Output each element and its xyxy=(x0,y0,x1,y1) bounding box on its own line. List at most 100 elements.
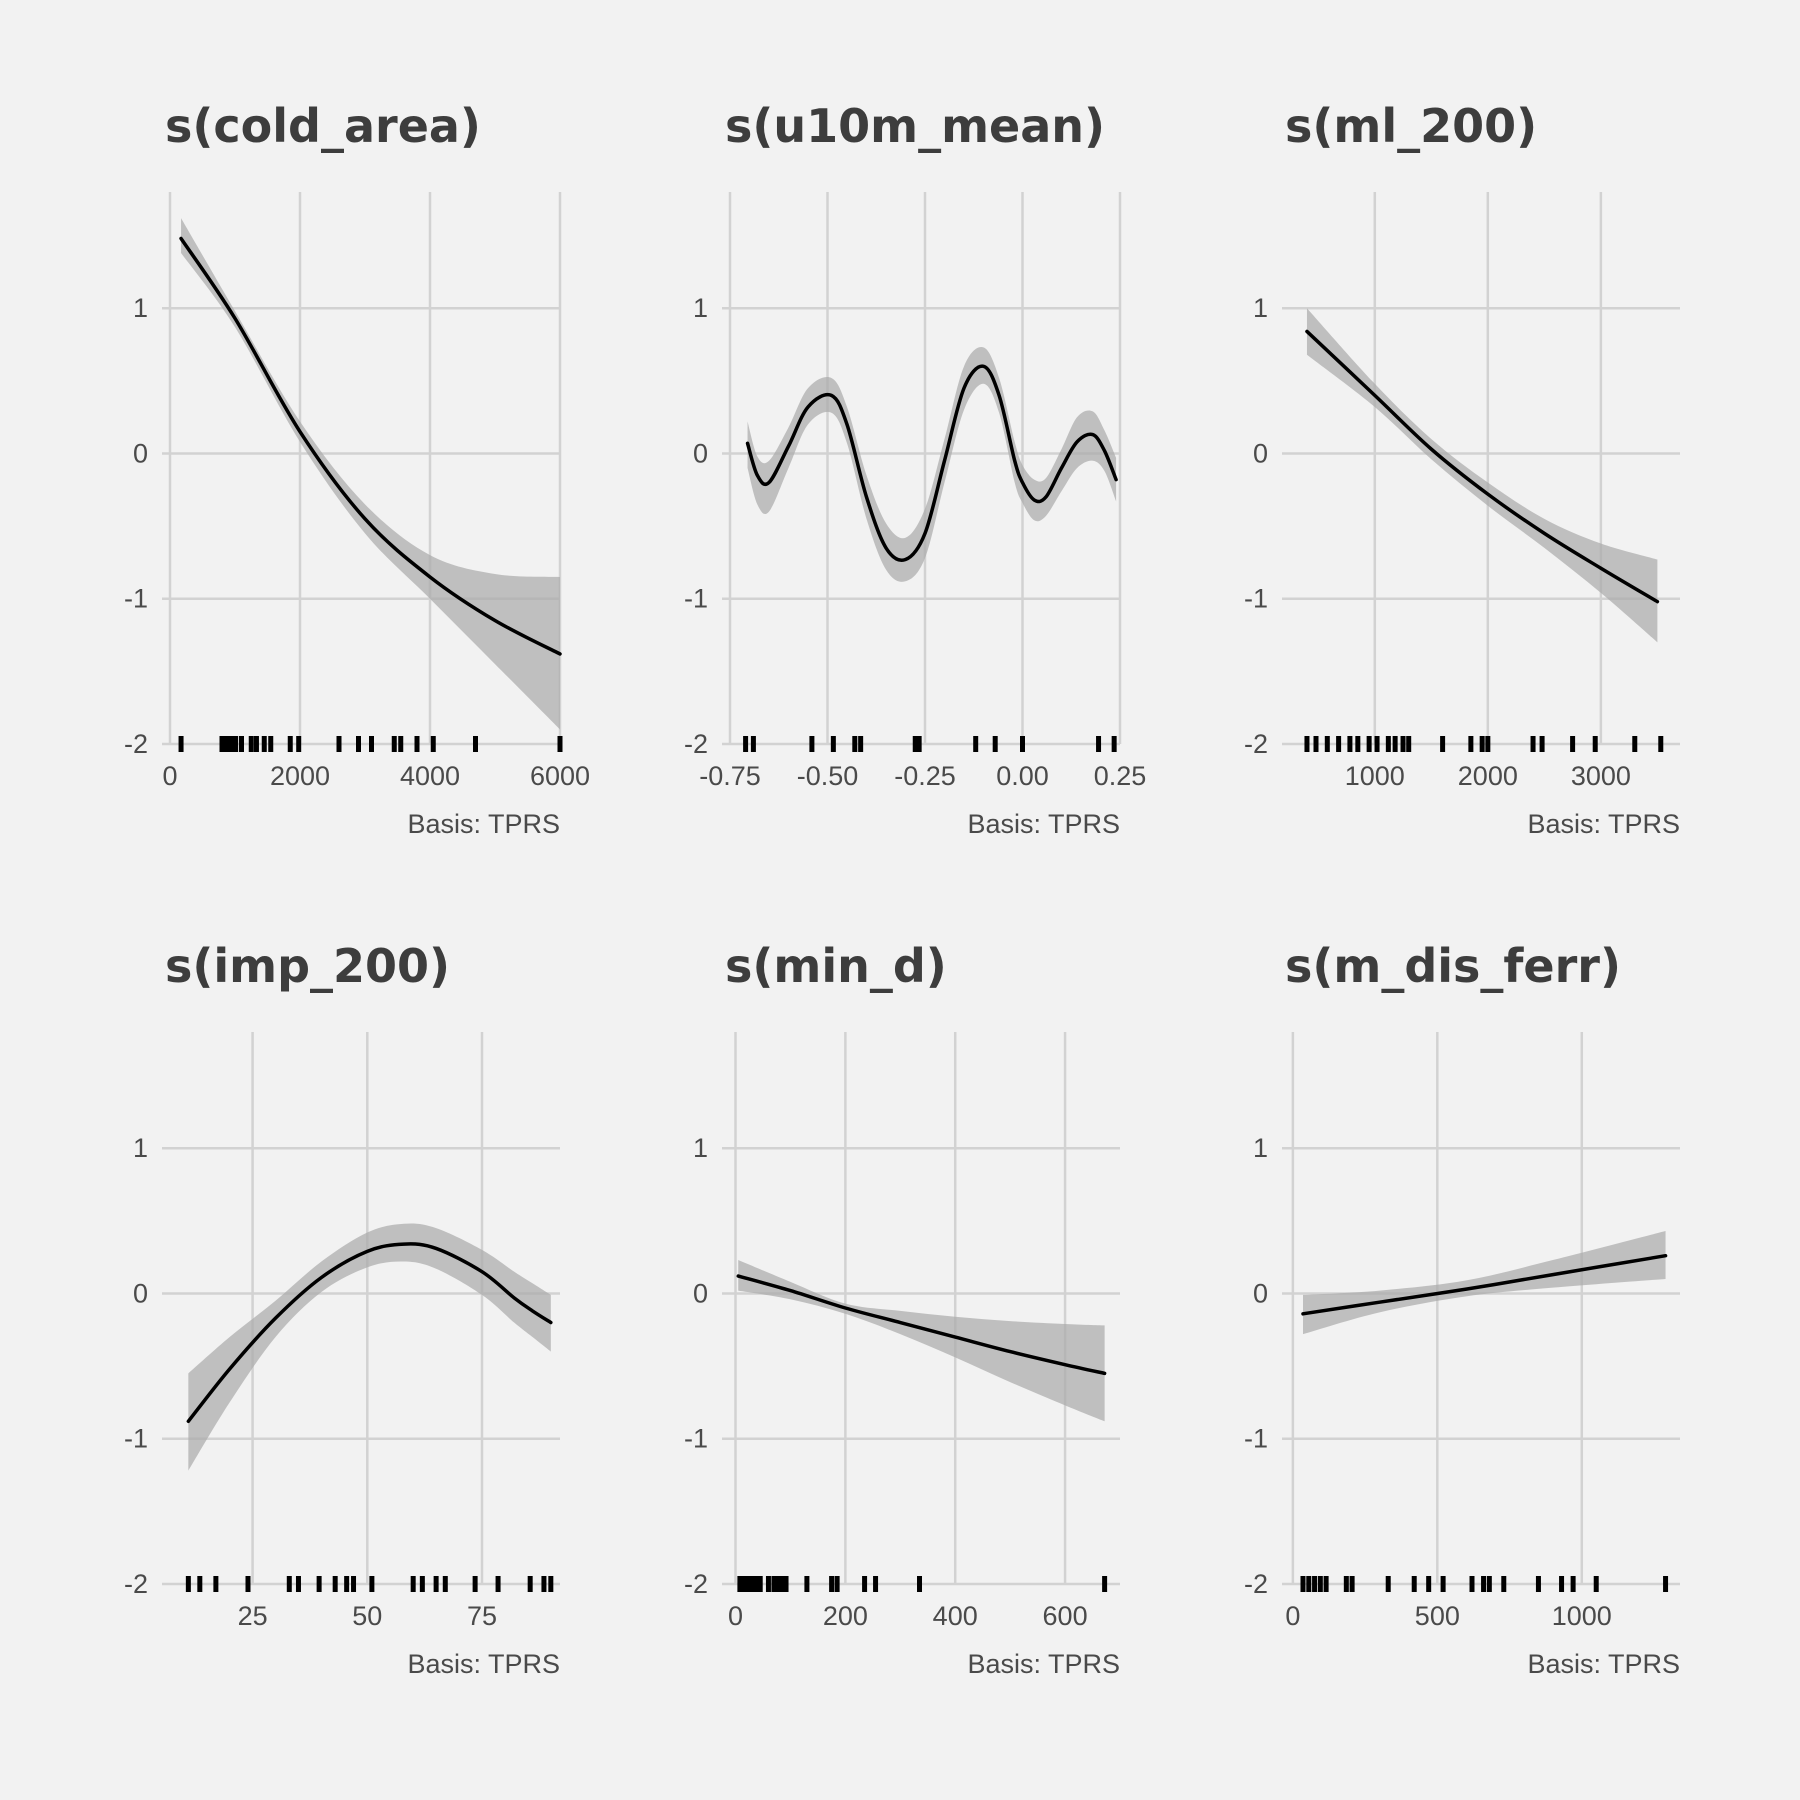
y-tick-label: 1 xyxy=(1253,293,1268,323)
rug-mark xyxy=(548,1576,554,1592)
rug-mark xyxy=(527,1576,533,1592)
confidence-band xyxy=(1306,308,1658,643)
rug-mark xyxy=(749,1576,755,1592)
y-tick-label: -1 xyxy=(684,1424,708,1454)
rug-mark xyxy=(261,736,267,752)
rug-mark xyxy=(369,1576,375,1592)
rug-mark xyxy=(737,1576,743,1592)
rug-mark xyxy=(834,1576,840,1592)
rug-mark xyxy=(916,736,922,752)
rug-mark xyxy=(783,1576,789,1592)
rug-mark xyxy=(197,1576,203,1592)
basis-caption: Basis: TPRS xyxy=(967,809,1120,839)
rug-mark xyxy=(185,1576,191,1592)
panel-title: s(min_d) xyxy=(725,939,947,993)
y-tick-label: 1 xyxy=(133,1133,148,1163)
x-tick-label: 1000 xyxy=(1552,1601,1612,1631)
rug-mark xyxy=(410,1576,416,1592)
smooth-fit-line xyxy=(1305,329,1660,604)
rug-mark xyxy=(804,1576,810,1592)
rug-mark xyxy=(224,736,230,752)
confidence-band xyxy=(738,1260,1105,1422)
smooth-fit-line xyxy=(736,1274,1107,1376)
rug-mark xyxy=(1426,1576,1432,1592)
basis-caption: Basis: TPRS xyxy=(967,1649,1120,1679)
rug-mark xyxy=(809,736,815,752)
y-tick-label: -2 xyxy=(124,729,148,759)
rug-mark xyxy=(316,1576,322,1592)
x-tick-label: 3000 xyxy=(1571,761,1631,791)
panel-title: s(u10m_mean) xyxy=(725,99,1105,153)
rug-mark xyxy=(992,736,998,752)
y-tick-label: -2 xyxy=(684,729,708,759)
rug-mark xyxy=(750,736,756,752)
rug-mark xyxy=(233,736,239,752)
x-tick-label: 4000 xyxy=(400,761,460,791)
rug-mark xyxy=(433,1576,439,1592)
rug-mark xyxy=(398,736,404,752)
rug-mark xyxy=(1317,1576,1323,1592)
confidence-band xyxy=(181,218,561,730)
rug-mark xyxy=(1366,736,1372,752)
rug-mark xyxy=(1481,1576,1487,1592)
panel-ml-200: s(ml_200) -2 -1 0 1 1000 2000 3000 Basis: TPRS xyxy=(1244,99,1680,839)
rug-mark xyxy=(1392,736,1398,752)
y-tick-label: -1 xyxy=(684,584,708,614)
x-tick-label: 0 xyxy=(162,761,177,791)
basis-caption: Basis: TPRS xyxy=(1527,809,1680,839)
smooth-fit-line xyxy=(1301,1253,1668,1316)
rug-mark xyxy=(743,736,749,752)
rug-mark xyxy=(1374,736,1380,752)
panel-u10m-mean: s(u10m_mean) -2 -1 0 1 -0.75 -0.50 -0.25 0.00 0.2… xyxy=(684,99,1146,839)
rug-mark xyxy=(1313,736,1319,752)
y-tick-label: -1 xyxy=(1244,1424,1268,1454)
rug-mark xyxy=(1663,1576,1669,1592)
y-tick-label: 0 xyxy=(1253,438,1268,468)
rug-mark xyxy=(830,736,836,752)
panel-cold-area: s(cold_area) -2 -1 0 1 0 2000 4000 6000 Basis: TP… xyxy=(124,99,590,839)
rug-mark xyxy=(1347,736,1353,752)
rug-mark xyxy=(557,736,563,752)
rug-mark xyxy=(858,736,864,752)
confidence-band xyxy=(1303,1231,1666,1335)
y-tick-label: -1 xyxy=(124,584,148,614)
rug-mark xyxy=(248,736,254,752)
panel-title: s(imp_200) xyxy=(165,939,450,993)
rug-mark xyxy=(829,1576,835,1592)
y-tick-label: 0 xyxy=(693,438,708,468)
rug-mark xyxy=(369,736,374,752)
x-tick-label: 75 xyxy=(467,1601,497,1631)
rug-mark xyxy=(336,736,342,752)
rug-mark xyxy=(295,1576,301,1592)
rug-mark xyxy=(253,736,259,752)
rug-mark xyxy=(356,736,361,752)
rug-mark xyxy=(1355,736,1361,752)
smooth-fit-line xyxy=(745,364,1118,562)
y-tick-label: -1 xyxy=(124,1424,148,1454)
rug-mark xyxy=(268,736,274,752)
x-tick-label: 1000 xyxy=(1345,761,1405,791)
rug-mark xyxy=(245,1576,251,1592)
y-tick-label: -2 xyxy=(1244,729,1268,759)
y-tick-label: 1 xyxy=(693,293,708,323)
rug-mark xyxy=(1535,1576,1541,1592)
panel-imp-200: s(imp_200) -2 -1 0 1 25 50 75 Basis: TPRS xyxy=(124,939,560,1679)
y-tick-label: 0 xyxy=(133,438,148,468)
x-tick-label: 0 xyxy=(728,1601,743,1631)
x-tick-label: -0.50 xyxy=(797,761,859,791)
rug-mark xyxy=(745,1576,751,1592)
panel-title: s(m_dis_ferr) xyxy=(1285,939,1621,993)
rug-mark xyxy=(414,736,420,752)
basis-caption: Basis: TPRS xyxy=(1527,1649,1680,1679)
rug-mark xyxy=(1324,736,1330,752)
x-tick-label: 500 xyxy=(1415,1601,1460,1631)
x-tick-label: 0.00 xyxy=(996,761,1049,791)
rug-mark xyxy=(1306,1576,1312,1592)
x-tick-label: 2000 xyxy=(1458,761,1518,791)
panel-title: s(cold_area) xyxy=(165,99,481,153)
rug-mark xyxy=(973,736,979,752)
rug-mark xyxy=(1632,736,1638,752)
rug-mark xyxy=(1102,1576,1108,1592)
rug-mark xyxy=(1501,1576,1507,1592)
rug-mark xyxy=(472,1576,478,1592)
